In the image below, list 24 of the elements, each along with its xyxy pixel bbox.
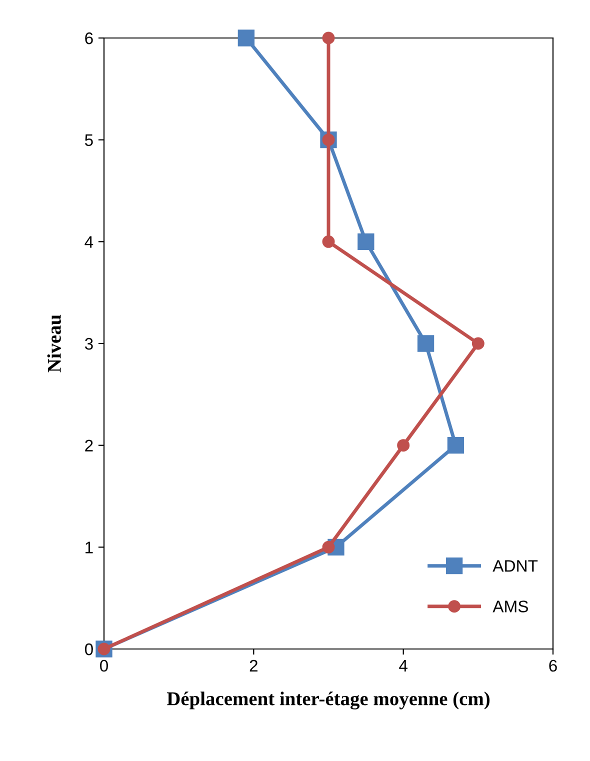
point: [447, 437, 464, 454]
point: [358, 233, 374, 250]
point: [397, 439, 410, 452]
x-tick-label: 4: [399, 660, 408, 672]
y-tick-label: 3: [84, 338, 93, 350]
x-tick-label: 6: [549, 660, 557, 672]
y-tick-label: 1: [86, 542, 93, 554]
y-tick-label: 2: [85, 440, 93, 452]
point: [322, 540, 335, 554]
x-axis-title: Déplacement inter-étage moyenne (cm): [166, 692, 490, 710]
x-tick-label: 0: [100, 660, 108, 672]
point: [417, 335, 434, 352]
x-tick-label: 2: [250, 660, 258, 672]
point: [472, 337, 484, 350]
y-axis-title: Niveau: [47, 314, 61, 372]
point: [322, 235, 335, 248]
y-tick-label: 4: [84, 236, 94, 248]
y-tick-label: 6: [85, 32, 93, 44]
legend-label: ADNT: [492, 560, 538, 572]
y-tick-label: 0: [84, 643, 93, 656]
point: [238, 30, 255, 46]
y-tick-label: 5: [84, 134, 93, 146]
point: [322, 32, 335, 44]
legend-label: AMS: [492, 600, 528, 612]
